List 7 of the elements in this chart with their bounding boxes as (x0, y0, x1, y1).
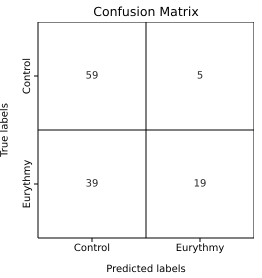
data-label: 59 (86, 70, 98, 82)
y-axis-title: True labels (0, 103, 11, 158)
x-axis-title: Predicted labels (106, 264, 186, 275)
data-label: 5 (196, 70, 204, 82)
chart-title: Confusion Matrix (92, 4, 200, 19)
data-label: 39 (86, 178, 98, 190)
data-label: 19 (194, 178, 206, 190)
